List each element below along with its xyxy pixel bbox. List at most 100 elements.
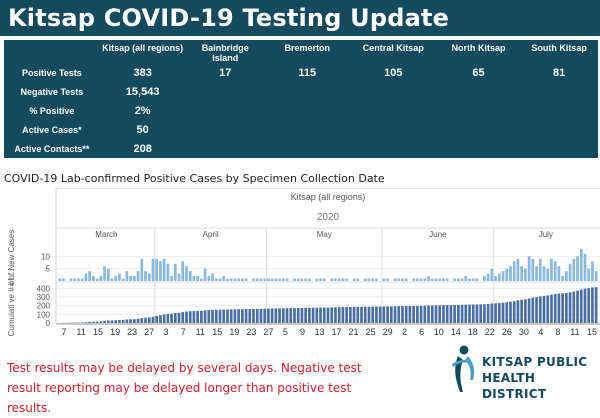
cumulative-bar xyxy=(159,315,162,323)
new-cases-bar xyxy=(461,279,464,281)
new-cases-bar xyxy=(196,276,199,281)
new-cases-bar xyxy=(517,259,520,281)
new-cases-bar xyxy=(438,279,441,281)
cumulative-bar xyxy=(576,291,579,323)
column-header: South Kitsap xyxy=(520,40,598,63)
new-cases-bar xyxy=(237,279,240,281)
cumulative-bar xyxy=(293,308,296,323)
table-cell xyxy=(437,120,520,139)
cumulative-bar xyxy=(114,320,117,323)
cumulative-bar xyxy=(505,302,508,323)
new-cases-bar xyxy=(77,279,80,281)
cumulative-bar xyxy=(248,309,251,323)
new-cases-bar xyxy=(364,279,367,281)
new-cases-bar xyxy=(476,279,479,281)
x-tick-label: 10 xyxy=(434,327,444,337)
new-cases-bar xyxy=(234,279,237,281)
new-cases-bar xyxy=(252,279,255,281)
cumulative-bar xyxy=(271,309,274,323)
new-cases-bar xyxy=(371,279,374,281)
new-cases-bar xyxy=(342,279,345,281)
x-tick-label: 25 xyxy=(366,327,376,337)
new-cases-bar xyxy=(423,279,426,281)
cumulative-bar xyxy=(234,309,237,323)
column-header: Kitsap (all regions) xyxy=(100,40,186,63)
cumulative-bar xyxy=(453,305,456,323)
new-cases-bar xyxy=(446,279,449,281)
new-cases-bar xyxy=(62,279,65,281)
cumulative-tick-label: 0 xyxy=(46,319,51,328)
new-cases-bar xyxy=(118,274,121,281)
cumulative-bar xyxy=(185,312,188,323)
new-cases-bar xyxy=(543,266,546,281)
new-cases-bar xyxy=(502,271,505,281)
cumulative-bar xyxy=(170,314,173,323)
new-cases-bar xyxy=(368,279,371,281)
x-tick-label: 11 xyxy=(76,327,85,337)
month-label: March xyxy=(95,230,117,239)
cumulative-bar xyxy=(517,300,520,323)
cumulative-tick-label: 200 xyxy=(37,302,51,311)
cumulative-bar xyxy=(174,313,177,323)
cumulative-bar xyxy=(572,292,575,323)
new-cases-bar xyxy=(230,279,233,281)
cumulative-bar xyxy=(368,307,371,323)
new-cases-bar xyxy=(207,276,210,281)
cumulative-bar xyxy=(498,303,501,323)
new-cases-bar xyxy=(308,279,311,281)
cumulative-bar xyxy=(468,305,471,323)
column-header xyxy=(4,40,100,63)
new-cases-bar xyxy=(200,279,203,281)
table-cell xyxy=(437,101,520,120)
table-cell: 105 xyxy=(350,63,437,82)
new-cases-bar xyxy=(144,271,147,281)
ylabel-cumulative: Cumulati ve # of ... xyxy=(7,270,16,337)
table-cell: 17 xyxy=(186,63,265,82)
new-cases-bar xyxy=(524,269,527,281)
table-cell xyxy=(437,139,520,158)
cumulative-bar xyxy=(215,310,218,323)
new-cases-bar xyxy=(92,276,95,281)
new-cases-bar xyxy=(286,279,289,281)
cumulative-tick-label: 300 xyxy=(37,293,51,302)
person-figure-icon xyxy=(450,344,480,396)
cumulative-bar xyxy=(275,308,278,323)
cumulative-bar xyxy=(260,309,263,323)
new-cases-bar xyxy=(297,279,300,281)
cumulative-bar xyxy=(450,305,453,323)
x-tick-label: 30 xyxy=(519,327,529,337)
cumulative-bar xyxy=(427,305,430,323)
table-cell xyxy=(186,82,265,101)
new-cases-bar xyxy=(133,276,136,281)
x-tick-label: 19 xyxy=(110,327,120,337)
cumulative-bar xyxy=(464,305,467,323)
x-tick-label: 29 xyxy=(383,327,393,337)
new-cases-bar xyxy=(323,279,326,281)
new-cases-bar xyxy=(442,279,445,281)
cumulative-bar xyxy=(394,306,397,323)
new-cases-bar xyxy=(330,279,333,281)
cumulative-tick-label: 100 xyxy=(37,310,51,319)
month-label: May xyxy=(317,230,332,239)
row-label: Positive Tests xyxy=(4,63,100,82)
new-cases-bar xyxy=(353,279,356,281)
new-cases-bar xyxy=(338,279,341,281)
new-cases-bar xyxy=(185,266,188,281)
cumulative-bar xyxy=(129,319,132,323)
cumulative-bar xyxy=(263,309,266,323)
cumulative-bar xyxy=(472,304,475,323)
cumulative-bar xyxy=(349,307,352,323)
cumulative-bar xyxy=(256,309,259,323)
table-cell xyxy=(186,101,265,120)
table-cell xyxy=(350,82,437,101)
table-cell: 81 xyxy=(520,63,598,82)
cumulative-bar xyxy=(126,320,129,323)
new-cases-bar xyxy=(126,271,129,281)
new-cases-bar xyxy=(304,279,307,281)
cumulative-bar xyxy=(137,319,140,323)
month-label: June xyxy=(429,230,447,239)
chart-subtitle: COVID-19 Lab-confirmed Positive Cases by… xyxy=(4,172,385,185)
new-cases-bar xyxy=(81,279,84,281)
x-tick-label: 17 xyxy=(332,327,342,337)
cumulative-bar xyxy=(565,293,568,323)
